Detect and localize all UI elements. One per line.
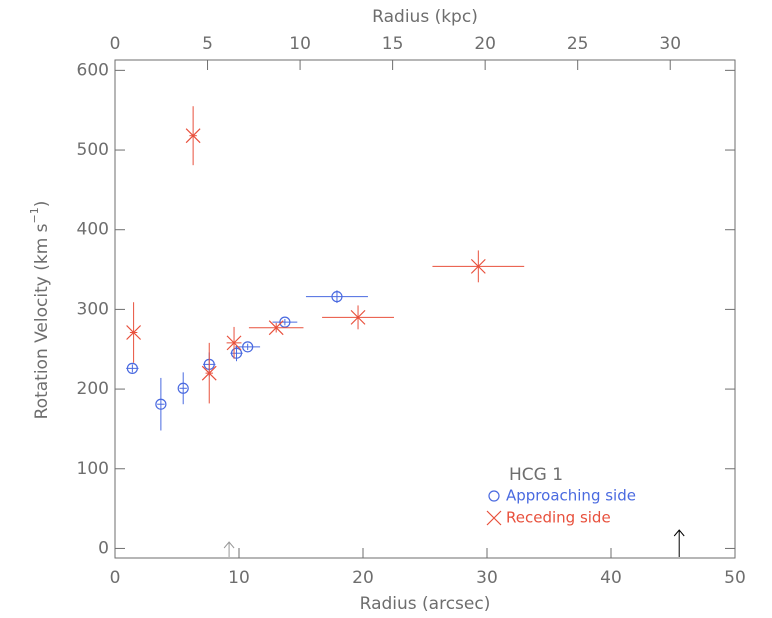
y-tick-label: 0	[98, 538, 109, 558]
y-axis-label-sup: −1	[28, 207, 41, 223]
y-tick-label: 200	[77, 379, 109, 399]
point	[242, 341, 254, 353]
x2-tick-label: 10	[289, 34, 311, 54]
x2-axis-label: Radius (kpc)	[372, 7, 478, 27]
x-tick-label: 10	[228, 568, 250, 588]
x-tick-label: 30	[476, 568, 498, 588]
arrow	[223, 541, 235, 557]
x2-tick-label: 5	[202, 34, 213, 54]
x2-tick-label: 20	[474, 34, 496, 54]
point	[350, 309, 366, 325]
point	[279, 316, 291, 328]
y-tick-label: 600	[77, 60, 109, 80]
x-tick-label: 40	[600, 568, 622, 588]
y-tick-label: 300	[77, 299, 109, 319]
legend-label: Receding side	[506, 509, 611, 527]
y-axis-label-main: Rotation Velocity (km s	[32, 223, 52, 419]
x-tick-label: 50	[724, 568, 746, 588]
point	[331, 291, 343, 303]
y-axis-label: Rotation Velocity (km s−1)	[28, 201, 52, 420]
x2-tick-label: 25	[567, 34, 589, 54]
legend-marker	[486, 510, 502, 526]
x2-tick-label: 30	[659, 34, 681, 54]
y-tick-label: 500	[77, 140, 109, 160]
x2-tick-label: 0	[110, 34, 121, 54]
x2-tick-label: 15	[382, 34, 404, 54]
x-tick-label: 20	[352, 568, 374, 588]
point	[155, 398, 167, 410]
point	[126, 362, 138, 374]
legend-title: HCG 1	[509, 465, 563, 485]
x-tick-label: 0	[110, 568, 121, 588]
point	[268, 320, 284, 336]
y-tick-label: 100	[77, 459, 109, 479]
point	[470, 258, 486, 274]
plot-frame	[114, 59, 736, 559]
y-axis-label-end: )	[32, 201, 52, 208]
legend-label: Approaching side	[506, 487, 636, 505]
point	[126, 325, 142, 340]
x-axis-label: Radius (arcsec)	[360, 594, 491, 614]
y-tick-label: 400	[77, 220, 109, 240]
point	[185, 128, 201, 144]
point	[226, 335, 242, 351]
point	[177, 382, 189, 394]
legend-marker	[488, 490, 500, 502]
point	[201, 365, 217, 381]
point	[230, 347, 243, 359]
arrow	[673, 529, 685, 557]
